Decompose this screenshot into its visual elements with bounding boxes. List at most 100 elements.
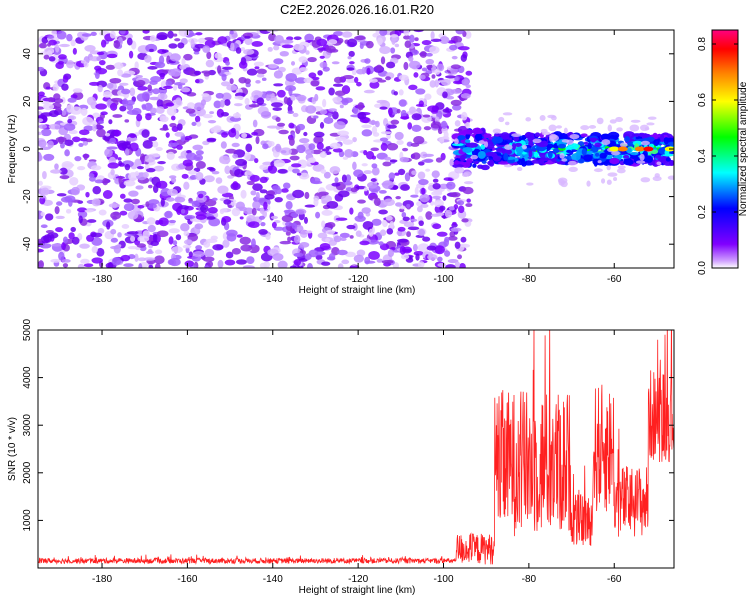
spectrogram-cell bbox=[639, 153, 645, 161]
spectrogram-cell bbox=[283, 209, 291, 214]
spectrogram-cell bbox=[295, 208, 307, 215]
spectrogram-cell bbox=[131, 198, 140, 205]
spectrogram-cell bbox=[220, 81, 231, 87]
spectrogram-cell bbox=[134, 158, 142, 166]
spectrogram-cell bbox=[440, 120, 448, 129]
spectrogram-cell bbox=[188, 200, 201, 204]
spectrogram-cell bbox=[129, 133, 136, 139]
spectrogram-cell bbox=[174, 131, 185, 137]
spectrogram-cell bbox=[224, 99, 231, 106]
spectrogram-cell bbox=[431, 170, 440, 179]
spectrogram-cell bbox=[78, 215, 83, 224]
spectrogram-cell bbox=[583, 154, 593, 162]
spectrogram-cell bbox=[92, 186, 102, 195]
spectrogram-cell bbox=[148, 96, 161, 101]
spectrogram-cell bbox=[365, 40, 374, 49]
spectrogram-cell bbox=[197, 193, 204, 199]
snr-x-tick-label: -100 bbox=[433, 574, 453, 585]
spectrogram-cell bbox=[143, 154, 156, 163]
snr-x-tick-label: -140 bbox=[263, 574, 283, 585]
spectrogram-cell bbox=[341, 98, 349, 106]
spectrogram-cell bbox=[298, 172, 310, 180]
spectrogram-cell bbox=[424, 93, 432, 100]
spectrogram-cell bbox=[86, 96, 97, 106]
spectrogram-cell bbox=[96, 247, 105, 257]
spectrogram-cell bbox=[221, 131, 228, 138]
spectrogram-cell bbox=[123, 263, 134, 268]
snr-panel: -180 -160 -140 -120 -100 -80 -60 1000 2000 3000 4… bbox=[7, 318, 675, 596]
spectrogram-cell bbox=[607, 172, 618, 177]
spectrogram-cell bbox=[452, 80, 464, 85]
spectrogram-cell bbox=[56, 201, 63, 206]
spectrogram-cell bbox=[432, 182, 441, 190]
spectrogram-cell bbox=[433, 199, 444, 208]
spectrogram-cell bbox=[202, 140, 210, 146]
spectrogram-cell bbox=[413, 136, 425, 145]
spectrogram-cell bbox=[305, 105, 317, 114]
spectrogram-cell bbox=[98, 120, 104, 125]
spectrogram-cell bbox=[311, 76, 320, 81]
spectrogram-cell bbox=[313, 197, 319, 207]
spectrogram-cell bbox=[110, 97, 123, 102]
spectrogram-cell bbox=[491, 136, 503, 144]
spectrogram-cell bbox=[375, 64, 383, 71]
spectrogram-cell bbox=[148, 136, 158, 142]
spectrogram-cell bbox=[221, 216, 232, 223]
spectrogram-cell bbox=[70, 226, 76, 232]
spectrogram-cell bbox=[445, 95, 455, 100]
spectrogram-cell bbox=[432, 223, 442, 230]
spectrogram-cell bbox=[54, 206, 60, 215]
spectrogram-cell bbox=[372, 132, 380, 137]
spectrogram-cell bbox=[624, 136, 630, 143]
spectrogram-cell bbox=[561, 158, 568, 162]
spectrogram-cell bbox=[145, 113, 152, 121]
spectrogram-cell bbox=[457, 135, 466, 141]
spectrogram-cell bbox=[417, 171, 426, 180]
spectrogram-cell bbox=[333, 121, 346, 130]
spectrogram-cell bbox=[333, 235, 342, 243]
spectrogram-cell bbox=[275, 143, 282, 153]
spectrogram-cell bbox=[181, 173, 189, 179]
spectrogram-cell bbox=[450, 88, 463, 94]
spectrogram-cell bbox=[152, 233, 158, 243]
spectrogram-cell bbox=[606, 164, 611, 171]
spectrogram-cell bbox=[595, 152, 600, 157]
spectrogram-cell bbox=[305, 50, 310, 55]
spectrogram-cell bbox=[396, 139, 404, 146]
spectrogram-cell bbox=[380, 56, 386, 65]
spectrogram-cell bbox=[483, 133, 492, 138]
spectrogram-cell bbox=[645, 133, 651, 138]
spectrogram-cell bbox=[221, 92, 232, 101]
spectrogram-cell bbox=[296, 172, 302, 176]
spectrogram-cell bbox=[108, 119, 113, 125]
spectrogram-cell bbox=[195, 150, 204, 156]
spectrogram-cell bbox=[465, 203, 473, 208]
spectrogram-cell bbox=[484, 141, 489, 148]
spectrogram-cell bbox=[51, 243, 62, 247]
spectrogram-cell bbox=[104, 148, 113, 157]
spectrogram-cell bbox=[98, 59, 106, 66]
spectrogram-cell bbox=[472, 163, 477, 168]
spectrogram-cell bbox=[227, 175, 234, 179]
spectrogram-cell bbox=[273, 58, 284, 65]
spectrogram-cell bbox=[38, 118, 44, 123]
spectrogram-cell bbox=[398, 168, 406, 176]
spectrogram-cell bbox=[377, 79, 387, 83]
spectrogram-cell bbox=[126, 109, 139, 116]
spectrogram-cell bbox=[51, 30, 57, 37]
snr-y-tick-label: 4000 bbox=[22, 366, 33, 389]
spectrogram-cell bbox=[290, 95, 296, 101]
spectrogram-cell bbox=[461, 218, 469, 223]
spectrogram-cell bbox=[145, 250, 154, 255]
spectrogram-cell bbox=[432, 178, 439, 183]
spectrogram-cell bbox=[597, 160, 602, 164]
spectrogram-cell bbox=[183, 53, 193, 61]
spectrogram-cell bbox=[323, 116, 334, 124]
spectrogram-cell bbox=[96, 56, 102, 62]
spectrogram-cell bbox=[551, 115, 557, 121]
spectrogram-cell bbox=[447, 259, 459, 264]
spectrogram-cell bbox=[182, 159, 193, 167]
spectrogram-y-tick-label: 20 bbox=[22, 95, 33, 107]
spectrogram-cell bbox=[146, 217, 156, 225]
spectrogram-cell bbox=[192, 144, 204, 151]
